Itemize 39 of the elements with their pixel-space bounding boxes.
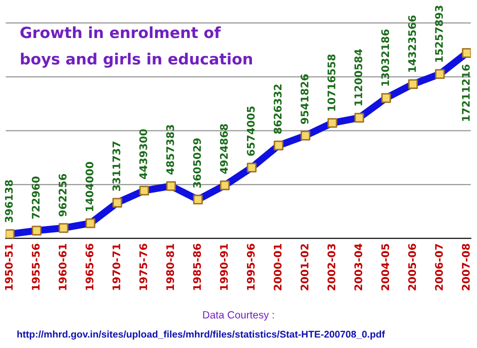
data-label: 4924868 xyxy=(220,124,228,174)
data-label: 1404000 xyxy=(86,162,94,211)
data-label: 722960 xyxy=(32,176,40,219)
x-tick-label: 2002-03 xyxy=(327,244,336,290)
text: Data Courtesy : xyxy=(203,311,274,321)
x-tick-label: 1980-81 xyxy=(166,244,174,290)
x-tick-label: 1995-96 xyxy=(246,244,255,290)
data-label: 3605029 xyxy=(193,138,201,188)
x-tick-label: 2003-04 xyxy=(354,244,362,290)
text: http://mhrd.gov.in/sites/upload_files/mhrd/files/statistics/Stat-HTE-200708_0.pdf xyxy=(17,330,385,340)
x-tick-label: 1970-71 xyxy=(112,244,120,290)
data-label: 962256 xyxy=(58,174,67,216)
x-tick-label: 2005-06 xyxy=(408,244,416,290)
x-tick-label: 1990-91 xyxy=(220,244,228,290)
x-tick-label: 2001-02 xyxy=(300,244,308,290)
chart-title: Growth in enrolment of boys and girls in education xyxy=(20,26,252,68)
data-label: 15257893 xyxy=(435,6,443,62)
x-tick-label: 1950-51 xyxy=(4,244,13,290)
x-tick-label: 1960-61 xyxy=(58,244,67,290)
data-label: 4857383 xyxy=(166,125,174,174)
data-label: 10716558 xyxy=(327,54,336,111)
data-label: 11200584 xyxy=(354,49,362,106)
data-label: 4439300 xyxy=(139,129,148,179)
x-tick-label: 1955-56 xyxy=(32,244,40,290)
data-label: 396138 xyxy=(4,180,13,222)
data-label: 17211216 xyxy=(462,64,470,121)
x-tick-label: 1975-76 xyxy=(139,244,148,290)
x-tick-label: 1985-86 xyxy=(193,244,201,290)
data-label: 13032186 xyxy=(381,29,390,86)
data-label: 9541826 xyxy=(300,74,308,124)
x-tick-label: 2006-07 xyxy=(435,244,443,290)
data-label: 6574005 xyxy=(246,106,255,156)
data-label: 3311737 xyxy=(112,142,120,191)
data-label: 8626332 xyxy=(274,84,282,134)
x-tick-label: 2000-01 xyxy=(274,244,282,290)
x-tick-label: 2004-05 xyxy=(381,244,390,290)
x-tick-label: 2007-08 xyxy=(462,244,470,290)
x-tick-label: 1965-66 xyxy=(86,244,94,290)
data-label: 14323566 xyxy=(408,16,416,72)
